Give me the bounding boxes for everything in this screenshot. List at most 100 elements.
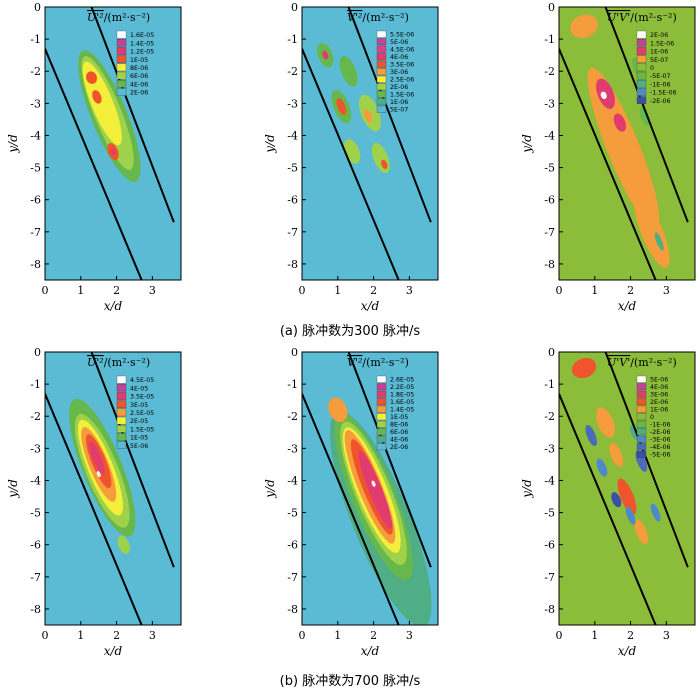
legend-title: V'²/(m²·s⁻²) (347, 356, 409, 369)
legend-swatch (636, 63, 647, 72)
panel-b-uv: 0 1 2 3 0 -1 -2 -3 -4 -5 -6 -7 -8 x/d y/d U'V'/(m²·s⁻²)… (520, 346, 696, 658)
legend-label: 0 (650, 65, 654, 72)
legend-label: 1.5E-06 (390, 92, 414, 99)
legend-swatch (636, 383, 647, 391)
legend-swatch (116, 30, 127, 39)
legend-swatch (376, 60, 387, 68)
plot-frame (301, 6, 439, 281)
legend-swatch (376, 53, 387, 61)
boundary-line-1 (45, 393, 143, 625)
legend-label: 2E-05 (130, 418, 148, 425)
legend-label: 1E-05 (130, 435, 148, 442)
legend-swatch (636, 420, 647, 428)
legend-swatch (376, 443, 387, 451)
legend-quantity: U'² (87, 356, 104, 369)
legend-swatch (376, 45, 387, 53)
contour-region (571, 357, 597, 379)
legend-swatch (376, 398, 387, 406)
y-tick-label: -3 (287, 442, 298, 455)
contour-region (617, 478, 637, 515)
legend-units: /(m²·s⁻²) (104, 11, 151, 24)
legend-swatch (116, 416, 127, 425)
contour-region (596, 458, 608, 477)
legend-swatch (636, 428, 647, 436)
x-tick-label: 0 (556, 629, 563, 642)
legend-swatch (116, 63, 127, 72)
contour-region (371, 480, 376, 487)
panel-a-vv: 0 1 2 3 0 -1 -2 -3 -4 -5 -6 -7 -8 x/d y/d V'²/(m²·s⁻²) 5… (263, 1, 439, 313)
legend-label: 1.5E-06 (650, 40, 674, 47)
contour-region (381, 159, 388, 169)
contour-region (570, 14, 598, 38)
legend-swatch (636, 55, 647, 63)
x-tick-label: 3 (663, 284, 670, 297)
legend-label: 1.6E-05 (130, 32, 154, 39)
y-tick-label: -3 (287, 97, 298, 110)
contour-layer (559, 352, 689, 625)
legend-label: 2.6E-05 (390, 377, 414, 384)
y-axis-label: y/d (520, 134, 534, 154)
panel-a-uu: 0 1 2 3 0 -1 -2 -3 -4 -5 -6 -7 -8 x/d y/d U'²/(m²·s⁻²) 1… (6, 1, 182, 313)
boundary-line-1 (559, 393, 657, 625)
y-tick-label: -5 (544, 162, 555, 175)
contour-region (625, 506, 636, 525)
y-tick-label: -8 (544, 258, 555, 271)
legend-swatch (636, 71, 647, 80)
contour-region (629, 424, 639, 440)
legend-label: 5E-06 (390, 39, 408, 46)
y-tick-label: -4 (544, 129, 555, 142)
y-tick-label: -1 (30, 33, 41, 46)
boundary-line-2 (604, 7, 689, 223)
legend-swatch (636, 390, 647, 398)
y-tick-label: -6 (30, 539, 41, 552)
legend-swatch (636, 96, 647, 104)
y-tick-label: -1 (287, 378, 298, 391)
y-tick-label: -5 (287, 162, 298, 175)
y-tick-label: -4 (287, 129, 298, 142)
legend-label: -5E-07 (650, 73, 671, 80)
x-axis-label: x/d (618, 644, 637, 658)
legend-label: 1E-06 (390, 99, 408, 106)
y-tick-label: -3 (30, 442, 41, 455)
contour-region (611, 492, 622, 508)
plot-frame (44, 351, 182, 626)
x-tick-label: 2 (113, 284, 120, 297)
legend-swatch (376, 375, 387, 383)
y-tick-label: -6 (544, 194, 555, 207)
legend-label: 1E-05 (390, 414, 408, 421)
contour-region (363, 109, 373, 123)
legend-swatch (636, 47, 647, 55)
legend-units: /(m²·s⁻²) (630, 356, 677, 369)
x-tick-label: 3 (149, 284, 156, 297)
legend-quantity: V'² (347, 11, 362, 24)
legend-label: 8E-06 (130, 65, 148, 72)
y-axis-label: y/d (520, 479, 534, 499)
contour-region (634, 195, 670, 268)
x-axis-label: x/d (104, 644, 123, 658)
contour-layer (45, 352, 175, 625)
y-tick-label: -2 (287, 65, 298, 78)
contour-region (639, 107, 651, 126)
contour-region (654, 232, 664, 251)
legend-label: 1E-05 (130, 57, 148, 64)
legend-label: 3E-06 (650, 392, 668, 399)
plot-frame (44, 6, 182, 281)
y-tick-label: -7 (287, 571, 298, 584)
legend-swatch (116, 80, 127, 88)
legend-label: 1.8E-05 (390, 392, 414, 399)
legend-swatch (116, 39, 127, 47)
x-tick-label: 0 (42, 284, 49, 297)
caption-b: (b) 脉冲数为700 脉冲/s (279, 674, 421, 689)
legend-label: 1.4E-05 (130, 40, 154, 47)
legend-label: 3E-06 (390, 69, 408, 76)
legend-label: 4E-05 (130, 385, 148, 392)
legend-label: 4E-06 (650, 384, 668, 391)
y-tick-label: -5 (30, 507, 41, 520)
y-tick-label: -2 (30, 410, 41, 423)
x-tick-label: 3 (406, 284, 413, 297)
y-tick-label: -6 (287, 194, 298, 207)
legend-swatch (376, 38, 387, 46)
y-tick-label: -4 (287, 474, 298, 487)
legend-swatch (636, 375, 647, 383)
legend-quantity: U'V' (607, 11, 630, 24)
